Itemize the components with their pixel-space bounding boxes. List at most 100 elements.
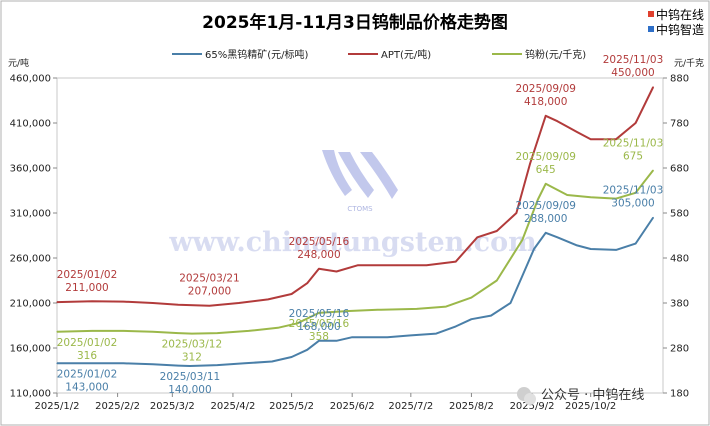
annotation-date: 2025/03/11: [160, 371, 221, 383]
series-point: [318, 312, 320, 314]
series-point: [445, 306, 447, 308]
series-point: [556, 120, 559, 122]
annotation-date: 2025/11/03: [603, 54, 664, 66]
annotation-value: 312: [182, 352, 202, 364]
annotation-value: 675: [623, 150, 643, 162]
annotation-value: 288,000: [524, 213, 567, 225]
series-point: [635, 243, 637, 245]
footer-account-label: 公众号 · 中钨在线: [541, 387, 644, 403]
annotation-date: 2025/09/09: [515, 151, 576, 163]
chart-title: 2025年1月-11月3日钨制品价格走势图: [202, 12, 508, 33]
annotation-value: 418,000: [524, 96, 567, 108]
left-tick-label: 110,000: [10, 389, 51, 400]
annotation-date: 2025/09/09: [515, 83, 576, 95]
annotation-value: 207,000: [188, 286, 231, 298]
annotation-date: 2025/03/21: [179, 273, 240, 285]
series-point: [410, 334, 412, 336]
series-point: [635, 122, 637, 124]
annotation-date: 2025/05/16: [289, 318, 350, 330]
series-point: [271, 360, 273, 363]
series-point: [318, 340, 320, 342]
right-tick-label: 180: [670, 389, 689, 400]
annotation-value: 248,000: [297, 249, 340, 261]
annotation-date: 2025/03/12: [162, 339, 223, 351]
right-tick-label: 880: [670, 74, 689, 85]
series-point: [56, 301, 58, 303]
series-point: [177, 332, 179, 334]
series-point: [576, 131, 578, 133]
series-line: [57, 216, 655, 367]
series-point: [652, 169, 654, 171]
brand-mark-icon: [648, 26, 654, 32]
annotation-value: 316: [77, 350, 97, 362]
series-point: [122, 362, 125, 364]
series-point: [537, 198, 539, 201]
series-point: [351, 336, 353, 338]
series-point: [216, 332, 218, 334]
series-point: [267, 298, 269, 300]
series-point: [533, 248, 535, 250]
series-point: [216, 364, 218, 366]
series-point: [590, 196, 592, 198]
annotation-value: 305,000: [611, 198, 654, 210]
series-point: [335, 340, 338, 342]
series-point: [615, 138, 617, 140]
series-point: [122, 301, 125, 303]
left-tick-label: 160,000: [10, 344, 51, 355]
plot-area: [56, 77, 664, 394]
left-tick-label: 460,000: [10, 74, 51, 85]
annotation-date: 2025/05/16: [289, 236, 350, 248]
series-point: [590, 248, 592, 250]
left-axis-unit: 元/吨: [8, 57, 29, 69]
annotation-value: 211,000: [65, 282, 108, 294]
series-point: [177, 304, 179, 306]
series-point: [576, 244, 578, 246]
watermark-logo-icon: [322, 150, 398, 199]
series-point: [318, 268, 320, 270]
series-point: [496, 230, 498, 232]
series-point: [496, 279, 498, 282]
series-point: [416, 308, 418, 310]
series-point: [152, 302, 154, 304]
series-point: [425, 264, 428, 266]
x-tick-label: 2025/7/2: [388, 401, 433, 412]
right-tick-label: 380: [670, 299, 689, 310]
watermark-text: www.chinatungsten.com: [168, 227, 536, 258]
series-point: [291, 293, 293, 295]
series-point: [470, 297, 472, 299]
series-point: [396, 264, 398, 266]
right-tick-label: 680: [670, 164, 689, 175]
annotation-date: 2025/01/02: [57, 368, 118, 380]
series-point: [306, 349, 308, 351]
series-point: [455, 325, 457, 327]
annotation-date: 2025/11/03: [603, 185, 664, 197]
series-point: [529, 162, 531, 165]
watermark-logo-text: CTOMS: [347, 205, 373, 213]
x-tick-label: 2025/3/2: [150, 401, 195, 412]
x-tick-label: 2025/2/2: [95, 401, 140, 412]
series-point: [515, 212, 518, 214]
annotation-value: 140,000: [168, 384, 211, 396]
brand-label: 中钨智造: [656, 22, 704, 37]
x-tick-label: 2025/9/2: [510, 401, 555, 412]
series-point: [615, 198, 617, 200]
series-point: [490, 315, 492, 317]
legend-entry: 65%黑钨精矿(元/标吨): [205, 48, 308, 61]
series-point: [435, 333, 437, 335]
series-point: [238, 302, 240, 304]
series-point: [545, 183, 547, 185]
series-point: [189, 365, 191, 367]
series-point: [615, 249, 617, 251]
series-point: [244, 362, 246, 364]
wechat-icon: [517, 387, 536, 405]
series-point: [306, 282, 308, 284]
left-tick-label: 360,000: [10, 164, 51, 175]
series-point: [91, 300, 93, 302]
series-point: [152, 363, 154, 365]
annotation-date: 2025/11/03: [603, 137, 664, 149]
series-point: [652, 216, 654, 219]
series-point: [177, 365, 179, 367]
series-point: [208, 305, 211, 307]
